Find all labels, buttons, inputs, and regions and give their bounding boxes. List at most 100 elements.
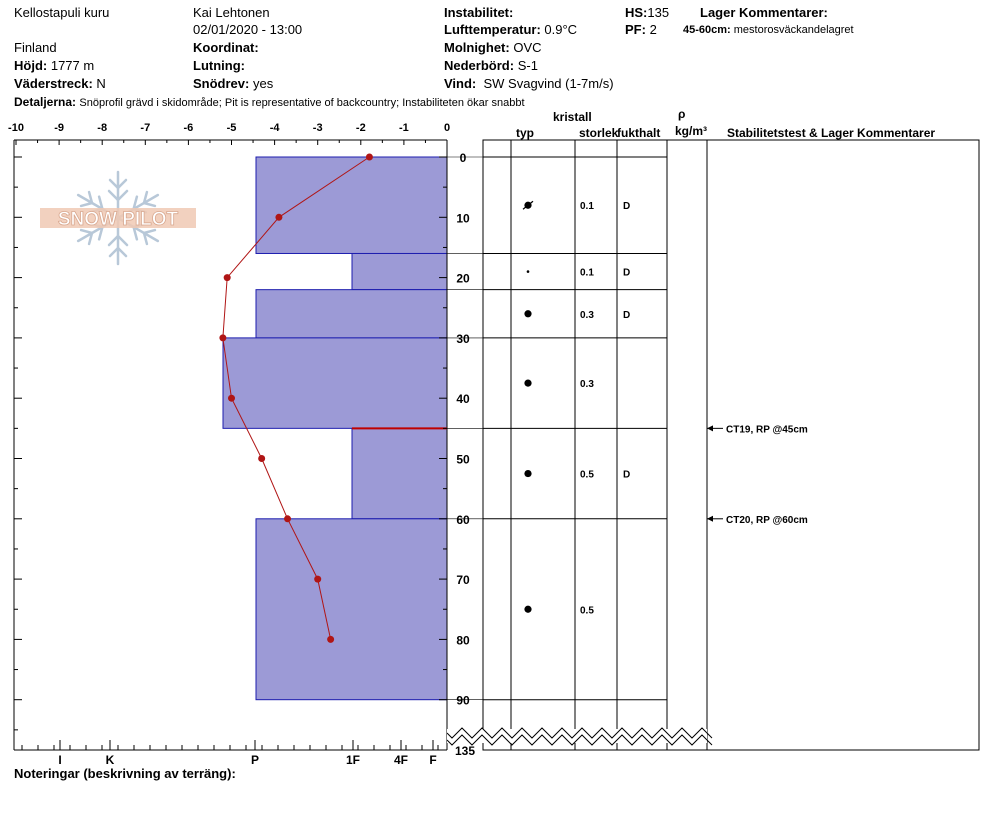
depth-tick-label: 10 [456, 211, 470, 225]
wind-loading-label: Snödrev: [193, 76, 250, 91]
hardness-bar [255, 518, 448, 701]
stability-test-label: CT20, RP @60cm [726, 515, 808, 526]
elevation-value: 1777 m [50, 58, 95, 73]
grain-symbol-rounded [524, 469, 532, 478]
temp-tick-label: -6 [184, 122, 194, 134]
grain-symbol-dot [526, 270, 530, 273]
temperature-point [228, 394, 235, 402]
type-header: typ [516, 126, 534, 140]
coordinate-label: Koordinat: [193, 40, 259, 55]
logo-text: SNOW PILOT [58, 209, 179, 230]
depth-tick-label: 70 [456, 573, 470, 587]
hardness-tick-label: P [251, 753, 259, 767]
temperature-point [275, 213, 283, 221]
rho-unit: kg/m³ [675, 124, 708, 138]
moisture-header: fukthalt [617, 126, 661, 140]
layer-table: 0.1 D 0.1 D 0.3 D 0.3 0.5 D 0.5 CT19, RP @45cm CT20… [446, 139, 980, 751]
hs-label: HS: [625, 5, 648, 20]
hardness-tick-label: F [429, 753, 436, 767]
hardness-tick-label: K [106, 753, 115, 767]
temperature-point [365, 153, 373, 161]
aspect-label: Väderstreck: [14, 76, 93, 91]
temperature-point [314, 575, 322, 583]
temp-tick-label: -8 [97, 122, 107, 134]
stability-header: Stabilitetstest & Lager Kommentarer [727, 126, 936, 140]
observation-datetime: 02/01/2020 - 13:00 [193, 22, 303, 37]
layer-comment-text: mestorosväckandelagret [733, 24, 854, 36]
depth-tick-label: 40 [456, 392, 470, 406]
wind-value: SW Svagvind (1-7m/s) [483, 76, 614, 91]
hardness-bar [351, 252, 448, 291]
crystal-header: kristall [553, 110, 592, 124]
temperature-point [284, 515, 292, 523]
precip-value: S-1 [517, 58, 538, 73]
sky-value: OVC [513, 40, 542, 55]
temp-tick-label: -7 [140, 122, 150, 134]
snowpilot-logo: SNOW PILOT [40, 170, 196, 266]
grain-symbol-slash [522, 200, 534, 210]
precip-label: Nederbörd: [444, 58, 515, 73]
temp-tick-label: -5 [227, 122, 237, 134]
hardness-bar [351, 427, 448, 520]
depth-tick-label: 0 [460, 151, 467, 165]
wind-loading-value: yes [252, 76, 274, 91]
air-temp-label: Lufttemperatur: [444, 22, 541, 37]
country: Finland [14, 40, 57, 55]
hardness-tick-label: I [58, 753, 61, 767]
temp-tick-label: -4 [270, 122, 281, 134]
moisture-value: D [623, 470, 630, 481]
depth-tick-label: 80 [456, 633, 470, 647]
moisture-value: D [623, 268, 630, 279]
notes-label: Noteringar (beskrivning av terräng): [14, 766, 236, 781]
details-text: Snöprofil grävd i skidområde; Pit is rep… [79, 97, 525, 109]
grain-size: 0.1 [580, 268, 594, 279]
temp-tick-label: -1 [399, 122, 409, 134]
hardness-bar [222, 337, 448, 429]
grain-size: 0.3 [580, 379, 594, 390]
location-name: Kellostapuli kuru [14, 5, 110, 20]
hs-value: 135 [647, 5, 670, 20]
grain-size: 0.5 [580, 605, 594, 616]
temp-tick-label: -10 [8, 122, 24, 134]
rho-symbol: ρ [678, 107, 686, 121]
temp-tick-label: -2 [356, 122, 366, 134]
hardness-bar [255, 289, 448, 339]
slope-label: Lutning: [193, 58, 245, 73]
stability-test-label: CT19, RP @45cm [726, 424, 808, 435]
aspect-value: N [96, 76, 106, 91]
moisture-value: D [623, 310, 630, 321]
table-frame [482, 139, 980, 751]
grain-size: 0.1 [580, 201, 594, 212]
depth-tick-label: 30 [456, 332, 470, 346]
stability-arrow-head [707, 515, 713, 522]
sky-label: Molnighet: [444, 40, 510, 55]
depth-break-zigzag [446, 734, 713, 746]
depth-tick-label: 20 [456, 272, 470, 286]
hardness-tick-label: 4F [394, 753, 408, 767]
temperature-point [327, 635, 335, 643]
grain-symbol-rounded [524, 310, 532, 318]
details-label: Detaljerna: [14, 95, 77, 109]
moisture-value: D [623, 201, 630, 212]
grain-symbol-rounded [524, 605, 532, 613]
elevation-label: Höjd: [14, 58, 48, 73]
grain-size: 0.3 [580, 310, 594, 321]
temperature-profile [219, 153, 373, 643]
temperature-point [223, 274, 231, 282]
temperature-point [219, 334, 227, 342]
pf-value: 2 [649, 22, 657, 37]
grain-size: 0.5 [580, 470, 594, 481]
grain-symbol-rounded [524, 379, 532, 387]
stability-arrow-head [707, 425, 713, 432]
temp-tick-label: 0 [444, 122, 450, 134]
layer-comment-depth: 45-60cm: [683, 24, 731, 36]
wind-label: Vind: [444, 76, 477, 91]
depth-tick-label: 60 [456, 513, 470, 527]
hardness-tick-label: 1F [346, 753, 360, 767]
temperature-point [258, 455, 266, 462]
temp-tick-label: -3 [313, 122, 323, 134]
size-header: storlek [579, 126, 619, 140]
air-temp-value: 0.9°C [544, 22, 578, 37]
depth-tick-label: 50 [456, 453, 470, 467]
